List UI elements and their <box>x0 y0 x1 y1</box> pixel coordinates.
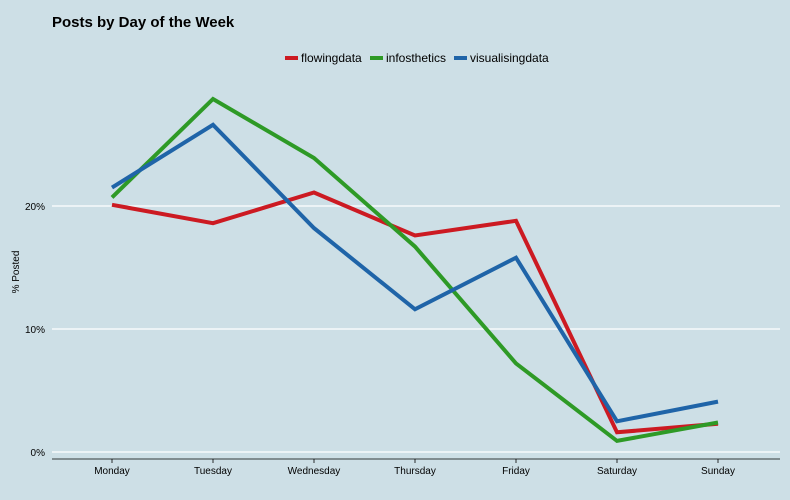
x-tick-label: Thursday <box>394 466 436 477</box>
x-tick-label: Sunday <box>701 466 735 477</box>
y-axis-ticks: 0% 10% 20% <box>25 202 45 459</box>
x-tick-label: Tuesday <box>194 466 232 477</box>
chart-title: Posts by Day of the Week <box>52 14 235 31</box>
series-line-visualisingdata <box>110 122 719 424</box>
series-line-infosthetics <box>110 96 719 444</box>
gridlines <box>52 205 780 453</box>
x-tick-label: Wednesday <box>288 466 341 477</box>
legend-label-infosthetics: infosthetics <box>386 51 446 65</box>
x-axis-ticks: Monday Tuesday Wednesday Thursday Friday Satu… <box>94 459 735 477</box>
y-axis-title: % Posted <box>11 251 22 294</box>
x-tick-label: Monday <box>94 466 130 477</box>
y-tick-label: 0% <box>31 448 46 459</box>
y-tick-label: 10% <box>25 325 45 336</box>
legend-label-visualisingdata: visualisingdata <box>470 51 549 65</box>
legend-label-flowingdata: flowingdata <box>301 51 362 65</box>
x-tick-label: Saturday <box>597 466 637 477</box>
x-tick-label: Friday <box>502 466 530 477</box>
legend: flowingdata infosthetics visualisingdata <box>285 51 549 65</box>
series-line-flowingdata <box>111 190 719 435</box>
y-tick-label: 20% <box>25 202 45 213</box>
series-lines <box>110 96 719 444</box>
